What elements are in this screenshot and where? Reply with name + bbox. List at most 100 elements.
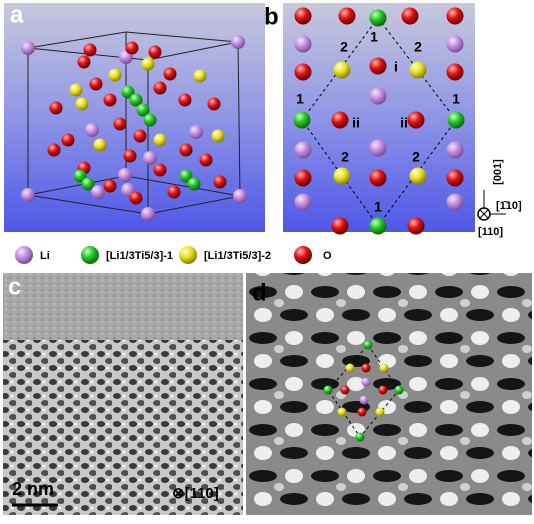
atom [340, 385, 350, 395]
atom [133, 129, 147, 143]
atom [355, 432, 365, 442]
atom [189, 125, 203, 139]
atom [163, 67, 177, 81]
atom [103, 179, 117, 193]
atom [187, 177, 201, 191]
site-label: 2 [412, 149, 420, 165]
atom [47, 143, 61, 157]
atom [153, 133, 167, 147]
atom [179, 143, 193, 157]
atom [213, 175, 227, 189]
atom [77, 55, 91, 69]
atom [61, 133, 75, 147]
atom [409, 61, 427, 79]
atom [361, 363, 371, 373]
atom [129, 191, 143, 205]
atom [446, 169, 464, 187]
atom [394, 385, 404, 395]
atom [407, 111, 425, 129]
panel-label: c [8, 273, 21, 300]
atom [81, 246, 99, 264]
atom [73, 169, 87, 183]
atom [323, 385, 333, 395]
atom [401, 7, 419, 25]
atom [446, 193, 464, 211]
atom [121, 85, 135, 99]
atom [294, 246, 312, 264]
site-label: i [394, 59, 398, 75]
atom [359, 395, 369, 405]
atom [369, 87, 387, 105]
legend-label: [Li1/3Ti5/3]-1 [106, 250, 173, 262]
atom [113, 117, 127, 131]
atom [211, 129, 225, 143]
axis-label: [001] [492, 159, 504, 185]
atom [331, 217, 349, 235]
atom [375, 407, 385, 417]
atom [69, 83, 83, 97]
panel-c-lattice [3, 340, 243, 515]
atom [136, 103, 150, 117]
atom [85, 123, 99, 137]
panel-c-top [3, 273, 243, 343]
atom [108, 68, 122, 82]
atom [141, 207, 155, 221]
atom [141, 57, 155, 71]
atom [179, 169, 193, 183]
atom [233, 189, 247, 203]
site-label: 1 [374, 199, 382, 215]
atom [369, 57, 387, 75]
zone-axis: ⊗[110] [172, 485, 219, 502]
atom [129, 93, 143, 107]
atom [446, 35, 464, 53]
atom [75, 97, 89, 111]
atom [49, 101, 63, 115]
atom [369, 217, 387, 235]
atom [153, 163, 167, 177]
atom [118, 168, 132, 182]
atom [91, 185, 105, 199]
panel-label: b [264, 3, 279, 30]
atom [153, 81, 167, 95]
atom [143, 151, 157, 165]
site-label: 2 [341, 149, 349, 165]
panel-d-image [246, 273, 532, 515]
site-label: 1 [452, 91, 460, 107]
panel-label: d [252, 279, 267, 306]
legend-label: [Li1/3Ti5/3]-2 [204, 250, 271, 262]
atom [15, 246, 33, 264]
atom [123, 149, 137, 163]
legend-label: Li [40, 250, 50, 262]
atom [345, 363, 355, 373]
atom [103, 93, 117, 107]
atom [21, 41, 35, 55]
atom [207, 97, 221, 111]
atom [193, 69, 207, 83]
atom [379, 363, 389, 373]
atom [369, 169, 387, 187]
scale-label: 2 nm [12, 479, 54, 499]
site-label: ii [400, 115, 408, 131]
atom [363, 340, 373, 350]
atom [407, 217, 425, 235]
atom [93, 138, 107, 152]
atom [294, 141, 312, 159]
atom [231, 35, 245, 49]
atom [333, 61, 351, 79]
atom [446, 141, 464, 159]
atom [89, 77, 103, 91]
atom [447, 111, 465, 129]
atom [199, 153, 213, 167]
atom [21, 188, 35, 202]
atom [294, 63, 312, 81]
atom [446, 7, 464, 25]
atom [81, 177, 95, 191]
atom [294, 169, 312, 187]
legend-label: O [323, 250, 332, 262]
atom [331, 111, 349, 129]
atom [337, 407, 347, 417]
atom [125, 41, 139, 55]
site-label: 1 [296, 91, 304, 107]
site-label: 1 [370, 29, 378, 45]
atom [294, 35, 312, 53]
